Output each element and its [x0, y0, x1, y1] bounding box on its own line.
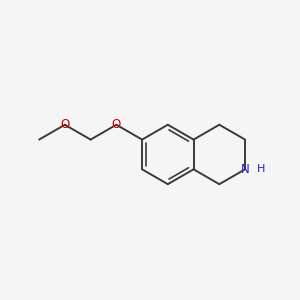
Text: H: H: [257, 164, 266, 174]
Text: N: N: [241, 163, 249, 176]
Text: O: O: [60, 118, 70, 131]
Text: O: O: [112, 118, 121, 131]
